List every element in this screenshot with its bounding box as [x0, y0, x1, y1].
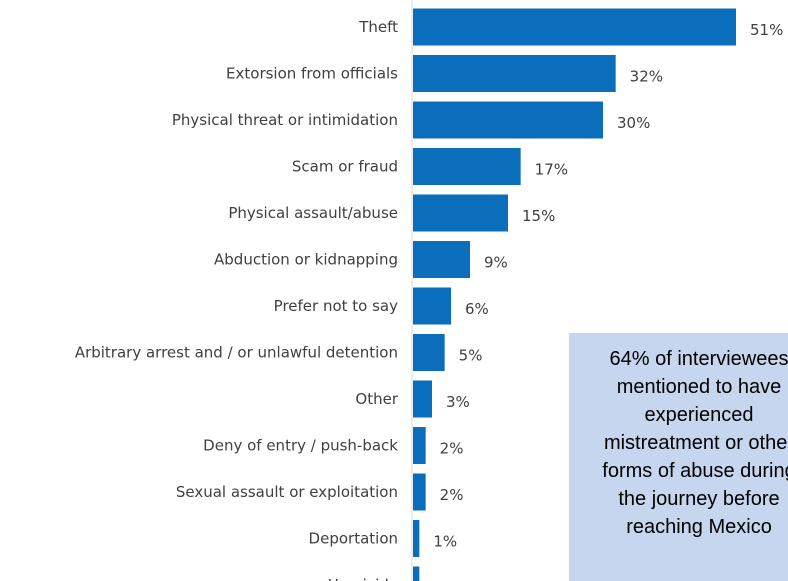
category-label: Other: [355, 390, 398, 408]
bar: [413, 334, 445, 371]
category-label: Abduction or kidnapping: [214, 251, 398, 269]
value-label: 2%: [440, 440, 464, 458]
category-label: Theft: [358, 18, 398, 36]
value-label: 30%: [617, 114, 650, 132]
bar: [413, 55, 616, 92]
bar: [413, 287, 451, 325]
bar: [413, 101, 603, 139]
category-label: Homicide: [328, 576, 398, 581]
bar: [413, 194, 508, 232]
category-label: Physical threat or intimidation: [172, 111, 398, 129]
value-label: 17%: [535, 161, 568, 179]
value-label: 5%: [459, 347, 483, 365]
value-label: 32%: [630, 68, 663, 86]
value-label: 1%: [433, 533, 457, 551]
category-label: Prefer not to say: [274, 297, 398, 315]
category-label: Physical assault/abuse: [228, 204, 398, 222]
bar: [413, 427, 426, 464]
value-label: 51%: [750, 21, 783, 39]
value-label: 15%: [522, 207, 555, 225]
bar: [413, 8, 736, 46]
category-label: Deportation: [309, 530, 398, 548]
value-label: 9%: [484, 254, 508, 272]
bar: [413, 566, 420, 581]
bar: [413, 241, 470, 278]
category-label: Deny of entry / push-back: [203, 437, 398, 455]
bar: [413, 380, 432, 418]
value-label: 2%: [440, 486, 464, 504]
bar: [413, 473, 426, 511]
value-label: 3%: [446, 393, 470, 411]
category-label: Scam or fraud: [292, 158, 398, 176]
value-label: 6%: [465, 300, 489, 318]
category-label: Sexual assault or exploitation: [176, 483, 398, 501]
category-label: Arbitrary arrest and / or unlawful deten…: [75, 344, 398, 362]
callout-box: 64% of interviewees mentioned to have ex…: [569, 333, 788, 581]
bar: [413, 520, 420, 557]
value-label: 1%: [433, 579, 457, 581]
category-label: Extorsion from officials: [226, 65, 398, 83]
bar: [413, 148, 521, 185]
